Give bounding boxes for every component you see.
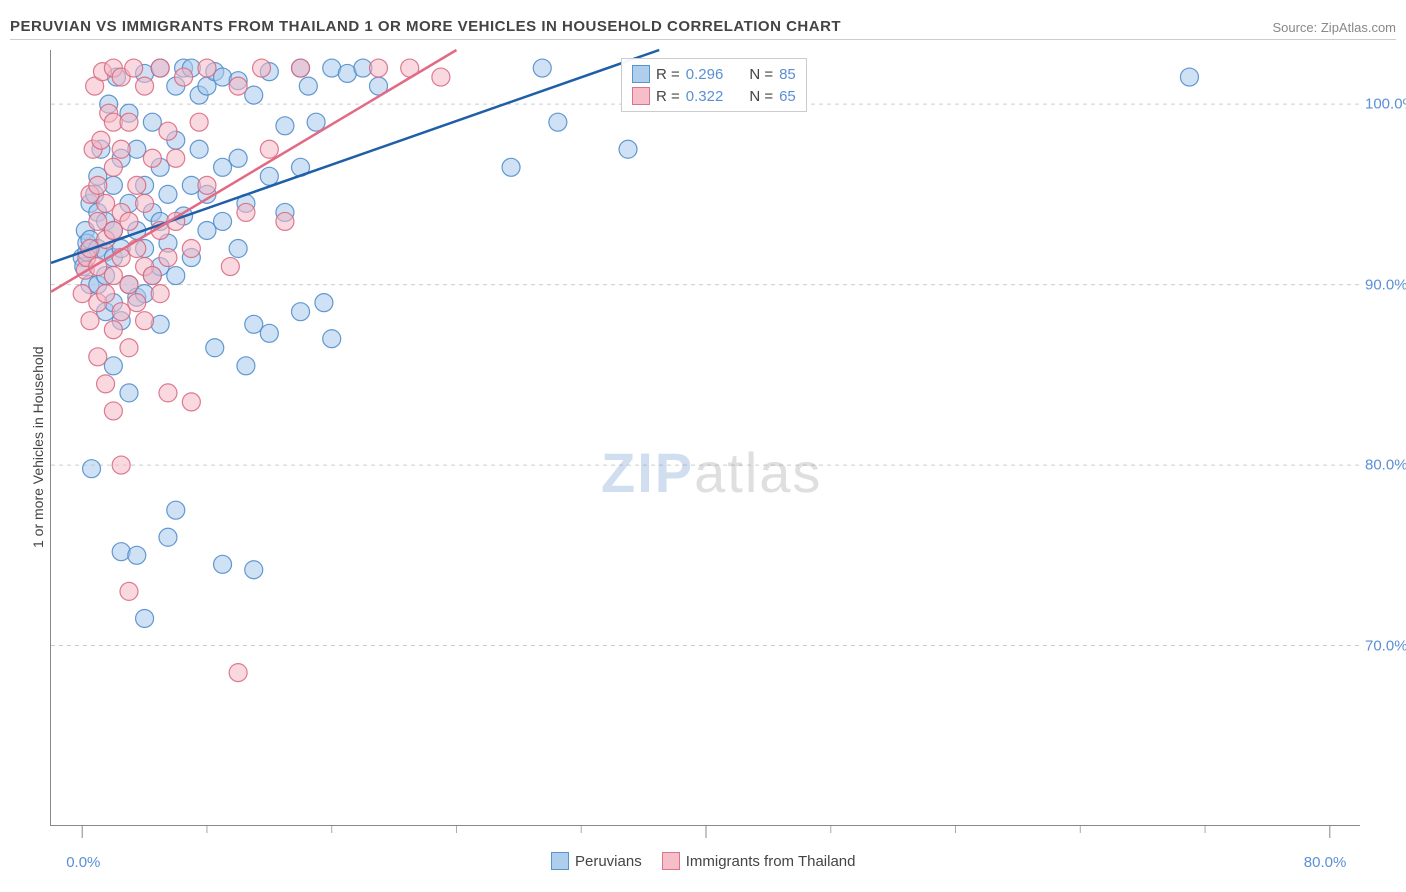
series-swatch (551, 852, 569, 870)
r-label: R = (656, 88, 680, 105)
n-label: N = (749, 66, 773, 83)
y-tick-label: 80.0% (1365, 457, 1406, 474)
n-value: 65 (779, 88, 796, 105)
y-tick-label: 70.0% (1365, 637, 1406, 654)
y-tick-label: 100.0% (1365, 96, 1406, 113)
y-tick-label: 90.0% (1365, 276, 1406, 293)
n-value: 85 (779, 66, 796, 83)
x-axis-max-label: 80.0% (1304, 854, 1347, 871)
y-axis-title: 1 or more Vehicles in Household (30, 346, 46, 548)
legend-label: Peruvians (575, 853, 642, 870)
series-legend: Peruvians Immigrants from Thailand (551, 852, 856, 870)
n-label: N = (749, 88, 773, 105)
chart-title: PERUVIAN VS IMMIGRANTS FROM THAILAND 1 O… (10, 18, 841, 35)
x-axis-min-label: 0.0% (66, 854, 100, 871)
legend-item: Peruvians (551, 852, 642, 870)
chart-source: Source: ZipAtlas.com (1272, 20, 1396, 35)
plot-area (51, 50, 1361, 840)
legend-item: Immigrants from Thailand (662, 852, 856, 870)
series-swatch (632, 87, 650, 105)
r-value: 0.322 (686, 88, 724, 105)
stats-row: R = 0.296 N = 85 (632, 63, 796, 85)
scatter-chart: 70.0%80.0%90.0%100.0% R =0.296N =85R =0.… (50, 50, 1360, 826)
legend-label: Immigrants from Thailand (686, 853, 856, 870)
stats-row: R = 0.322 N = 65 (632, 85, 796, 107)
series-swatch (662, 852, 680, 870)
r-value: 0.296 (686, 66, 724, 83)
correlation-stats-box: R = 0.296 N = 85 R = 0.322 N = 65 (621, 58, 807, 112)
series-swatch (632, 65, 650, 83)
r-label: R = (656, 66, 680, 83)
chart-header: PERUVIAN VS IMMIGRANTS FROM THAILAND 1 O… (10, 10, 1396, 40)
